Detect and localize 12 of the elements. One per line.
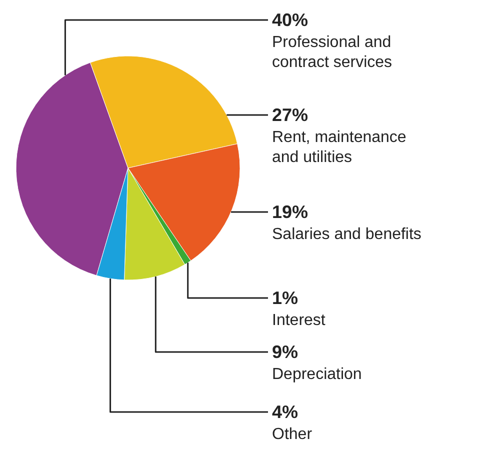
slice-label: Depreciation bbox=[272, 366, 362, 383]
data-label: 40% bbox=[272, 10, 308, 30]
slice-label: Professional and contract services bbox=[272, 34, 392, 71]
slice-label: Salaries and benefits bbox=[272, 226, 422, 243]
data-label: 27% bbox=[272, 105, 308, 125]
data-label: 1% bbox=[272, 288, 298, 308]
data-label: 9% bbox=[272, 342, 298, 362]
slice-label: Other bbox=[272, 426, 313, 443]
data-label: 19% bbox=[272, 202, 308, 222]
data-label: 4% bbox=[272, 402, 298, 422]
slice-label: Rent, maintenance and utilities bbox=[272, 129, 406, 166]
slice-label: Interest bbox=[272, 312, 326, 329]
